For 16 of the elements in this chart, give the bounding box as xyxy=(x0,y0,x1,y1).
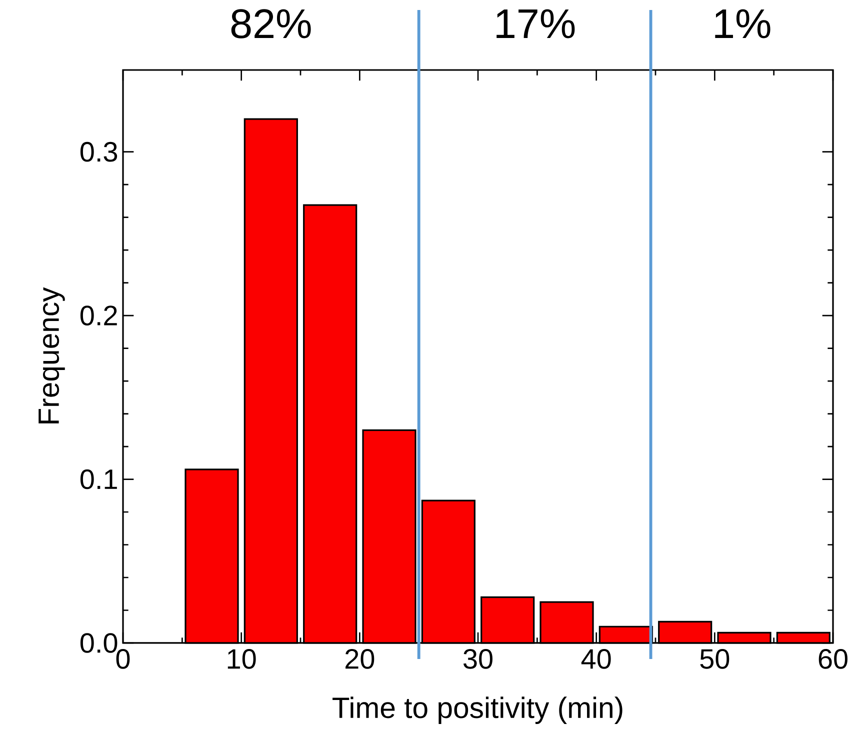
y-tick-label: 0.3 xyxy=(80,142,118,162)
x-tick-label: 0 xyxy=(116,649,130,669)
y-tick-label: 0.1 xyxy=(80,469,117,490)
text: 1% xyxy=(715,9,770,38)
x-tick-label: 30 xyxy=(464,649,492,669)
x-tick-label: 10 xyxy=(228,649,256,669)
text: 82% xyxy=(231,9,311,38)
x-tick-label: 40 xyxy=(581,649,611,669)
x-axis-title: Time to positivity (min) xyxy=(332,696,622,724)
x-tick-label: 20 xyxy=(346,649,374,669)
x-tick-label: 60 xyxy=(818,649,848,669)
x-tick-label: 50 xyxy=(700,649,730,669)
y-tick-label: 0.0 xyxy=(80,633,118,653)
y-tick-label: 0.2 xyxy=(80,306,117,326)
text: 17% xyxy=(496,9,575,38)
y-axis-title: Frequency xyxy=(38,287,65,424)
